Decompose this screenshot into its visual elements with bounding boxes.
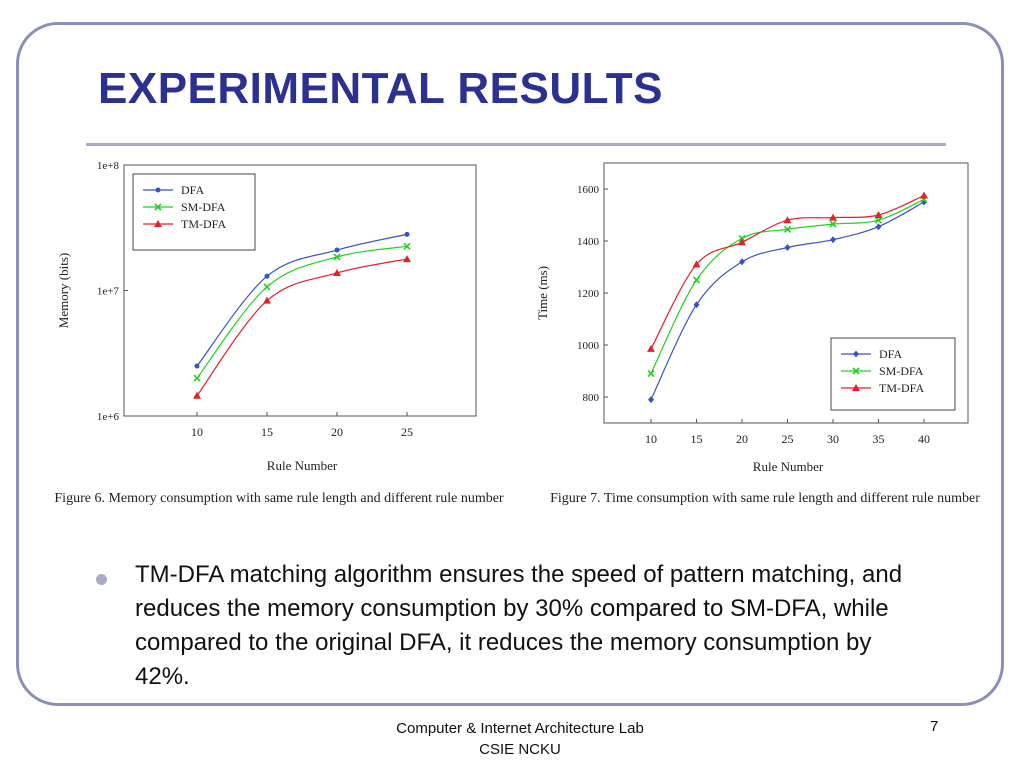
- x-axis-label: Rule Number: [267, 458, 338, 473]
- figure6-caption: Figure 6. Memory consumption with same r…: [54, 491, 504, 506]
- data-point-dfa: [404, 231, 410, 237]
- footer: Computer & Internet Architecture Lab CSI…: [340, 718, 700, 760]
- data-point-tm-dfa: [829, 213, 837, 221]
- x-tick-label: 30: [827, 432, 839, 446]
- x-tick-label: 10: [191, 425, 203, 439]
- y-tick-label: 1600: [577, 184, 600, 196]
- legend-label-sm-dfa: SM-DFA: [879, 364, 924, 378]
- data-point-tm-dfa: [920, 191, 928, 199]
- legend-box: [830, 337, 956, 411]
- y-tick-label: 800: [583, 392, 600, 404]
- data-point-tm-dfa: [647, 344, 655, 352]
- y-tick-label: 1e+6: [97, 411, 120, 423]
- legend-label-tm-dfa: TM-DFA: [181, 217, 226, 231]
- x-tick-label: 20: [736, 432, 748, 446]
- y-axis-label: Time (ms): [535, 266, 550, 320]
- data-point-sm-dfa: [647, 370, 655, 378]
- data-point-sm-dfa: [193, 374, 201, 382]
- data-point-dfa: [875, 223, 882, 231]
- data-point-tm-dfa: [738, 238, 746, 246]
- time-chart-svg: 800 1000 1200 1400 1600 10 15 20 25 30 35 40 Rule Nu…: [535, 162, 969, 474]
- data-point-sm-dfa: [783, 225, 792, 233]
- legend-box: [132, 173, 256, 251]
- x-tick-label: 35: [873, 432, 885, 446]
- x-tick-label: 40: [918, 432, 930, 446]
- y-axis-label: Memory (bits): [56, 253, 71, 328]
- x-axis-label: Rule Number: [753, 459, 824, 474]
- data-point-sm-dfa: [403, 242, 411, 250]
- data-point-tm-dfa: [263, 296, 271, 304]
- footer-lab: Computer & Internet Architecture Lab: [396, 720, 644, 737]
- legend-marker-tm-dfa: [852, 384, 860, 391]
- legend-marker-tm-dfa: [154, 220, 162, 227]
- y-tick-label: 1400: [577, 236, 600, 248]
- data-point-sm-dfa: [874, 216, 883, 224]
- legend-label-sm-dfa: SM-DFA: [181, 200, 226, 214]
- data-point-dfa: [264, 273, 270, 279]
- title-divider: [86, 143, 946, 146]
- series-line-tm-dfa: [196, 258, 408, 397]
- legend-marker-sm-dfa: [852, 367, 860, 375]
- data-point-tm-dfa: [333, 268, 341, 276]
- legend-label-dfa: DFA: [879, 347, 902, 361]
- footer-dept: CSIE NCKU: [479, 741, 561, 758]
- y-tick-label: 1e+8: [97, 160, 120, 172]
- data-point-sm-dfa: [333, 253, 341, 261]
- data-point-sm-dfa: [263, 283, 271, 291]
- page-number: 7: [930, 718, 939, 735]
- time-chart: 800 1000 1200 1400 1600 10 15 20 25 30 35 40 Rule Nu…: [525, 155, 975, 485]
- slide-title: EXPERIMENTAL RESULTS: [98, 64, 663, 113]
- data-point-dfa: [830, 236, 836, 244]
- data-point-tm-dfa: [783, 216, 792, 224]
- data-point-tm-dfa: [874, 211, 883, 218]
- data-point-dfa: [693, 301, 700, 309]
- x-tick-label: 20: [331, 425, 343, 439]
- legend-label-dfa: DFA: [181, 183, 204, 197]
- series-line-dfa: [196, 233, 408, 367]
- data-point-dfa: [648, 396, 654, 404]
- y-tick-label: 1e+7: [97, 286, 120, 298]
- data-point-dfa: [739, 258, 745, 266]
- x-tick-label: 10: [645, 432, 657, 446]
- data-point-dfa: [784, 244, 791, 251]
- data-point-sm-dfa: [692, 276, 701, 284]
- data-point-dfa: [334, 247, 340, 253]
- x-tick-label: 15: [691, 432, 703, 446]
- x-tick-label: 25: [401, 425, 413, 439]
- figure7-caption: Figure 7. Time consumption with same rul…: [550, 491, 980, 506]
- legend-marker-dfa: [853, 350, 859, 358]
- series-line-sm-dfa: [196, 245, 408, 379]
- bullet-icon: [96, 574, 107, 585]
- data-point-sm-dfa: [829, 220, 837, 228]
- data-point-tm-dfa: [692, 260, 701, 268]
- memory-chart: 1e+6 1e+7 1e+8 10 15 20 25 Rule Number Memory (b…: [30, 150, 520, 485]
- y-tick-label: 1200: [577, 288, 600, 300]
- bullet-text: TM-DFA matching algorithm ensures the sp…: [135, 561, 903, 690]
- legend-label-tm-dfa: TM-DFA: [879, 381, 924, 395]
- x-tick-label: 15: [261, 425, 273, 439]
- data-point-tm-dfa: [193, 391, 201, 399]
- legend-marker-dfa: [155, 187, 161, 193]
- y-tick-label: 1000: [577, 340, 600, 352]
- x-tick-label: 25: [782, 432, 794, 446]
- memory-chart-svg: 1e+6 1e+7 1e+8 10 15 20 25 Rule Number Memory (b…: [56, 160, 477, 473]
- data-point-dfa: [194, 363, 200, 369]
- data-point-tm-dfa: [403, 255, 411, 263]
- legend-marker-sm-dfa: [154, 203, 162, 211]
